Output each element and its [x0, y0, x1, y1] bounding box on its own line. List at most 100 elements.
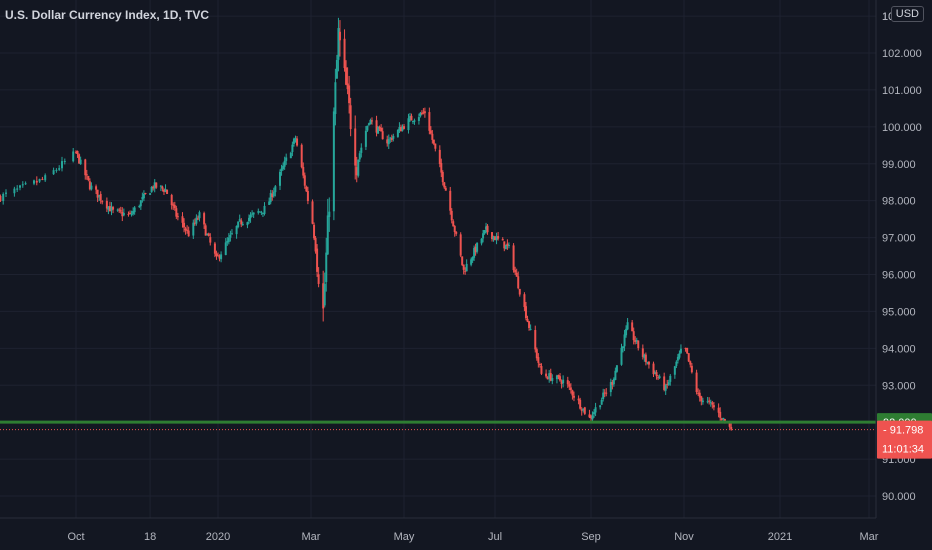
- candle-body: [396, 129, 399, 137]
- candle-body: [480, 238, 483, 244]
- candle-body: [474, 247, 477, 253]
- candle-body: [144, 193, 147, 195]
- candle: [21, 181, 24, 188]
- candle-body: [317, 274, 320, 284]
- candle: [170, 193, 173, 210]
- candle: [443, 181, 446, 189]
- candle: [360, 143, 363, 158]
- candle: [84, 158, 87, 180]
- candle: [96, 189, 99, 203]
- candle: [562, 375, 565, 388]
- candle-body: [398, 127, 401, 131]
- candle-body: [249, 215, 252, 219]
- candle-body: [99, 193, 102, 201]
- candle-body: [697, 392, 700, 394]
- candle: [217, 252, 219, 257]
- candle: [524, 301, 527, 321]
- candle-body: [21, 184, 24, 186]
- candle: [386, 135, 389, 147]
- candle-body: [700, 396, 703, 402]
- candle: [673, 365, 676, 379]
- candle: [555, 374, 558, 384]
- candle: [76, 150, 79, 158]
- candle-body: [204, 225, 207, 236]
- candle-body: [52, 170, 55, 175]
- candle: [632, 327, 635, 345]
- candle-body: [559, 376, 562, 381]
- candle-body: [226, 240, 229, 243]
- candle-body: [58, 168, 61, 170]
- candle: [568, 381, 571, 391]
- candle-body: [591, 415, 594, 420]
- candle-body: [13, 188, 16, 194]
- candle-body: [203, 213, 206, 225]
- candle: [173, 201, 176, 211]
- candle-body: [486, 225, 489, 233]
- candle: [375, 115, 378, 137]
- candle-body: [149, 193, 152, 195]
- currency-button[interactable]: USD: [890, 6, 924, 22]
- candle: [355, 156, 358, 183]
- candle: [183, 218, 186, 233]
- candle: [507, 242, 510, 249]
- candle: [149, 192, 152, 195]
- candle-body: [464, 270, 467, 272]
- candle-body: [545, 373, 548, 377]
- x-tick-label: Jul: [488, 531, 502, 543]
- candle-body: [408, 116, 411, 118]
- x-axis[interactable]: Oct 18 2020 Mar May Jul Sep Nov 2021 Mar: [0, 517, 932, 550]
- candle: [419, 111, 422, 118]
- candle-body: [483, 230, 486, 234]
- y-axis[interactable]: 90.00091.00093.00094.00095.00096.00097.0…: [875, 0, 932, 550]
- candle-body: [562, 379, 565, 384]
- candle: [349, 97, 352, 137]
- candle-body: [261, 212, 264, 214]
- candle-body: [723, 419, 726, 422]
- candle: [263, 202, 266, 216]
- candle: [612, 377, 615, 387]
- candle-body: [655, 372, 658, 377]
- candle-body: [220, 254, 223, 260]
- candle: [378, 125, 381, 131]
- candle-body: [240, 220, 243, 225]
- candle-body: [296, 138, 299, 146]
- candle-body: [285, 157, 288, 161]
- candle-body: [622, 346, 625, 349]
- candle: [577, 395, 580, 405]
- candle: [603, 389, 606, 398]
- candle-body: [485, 226, 488, 230]
- candle: [85, 169, 88, 180]
- candle: [224, 238, 227, 256]
- candle: [186, 225, 189, 234]
- candle: [110, 202, 113, 216]
- candle-body: [517, 276, 520, 289]
- candle: [98, 195, 101, 201]
- candle: [646, 361, 649, 365]
- candle: [452, 219, 455, 227]
- candle: [0, 194, 2, 203]
- candle-body: [345, 67, 348, 85]
- candle: [390, 134, 393, 142]
- candle-body: [515, 272, 518, 277]
- candle: [432, 139, 435, 146]
- candle: [512, 243, 515, 273]
- candle-body: [401, 126, 404, 131]
- candle: [486, 224, 489, 235]
- candle-body: [602, 392, 605, 399]
- candle: [289, 151, 292, 159]
- candle: [658, 374, 661, 380]
- candle: [515, 268, 518, 277]
- candle: [229, 230, 232, 242]
- candle: [257, 208, 260, 215]
- candle-body: [305, 186, 308, 192]
- candle: [207, 232, 210, 237]
- candle: [38, 178, 41, 183]
- candle-body: [529, 328, 532, 330]
- candle-body: [524, 306, 527, 319]
- candle: [258, 211, 261, 213]
- candle: [184, 226, 187, 235]
- candle: [529, 324, 532, 331]
- candle-body: [19, 185, 21, 188]
- candle-body: [407, 118, 410, 131]
